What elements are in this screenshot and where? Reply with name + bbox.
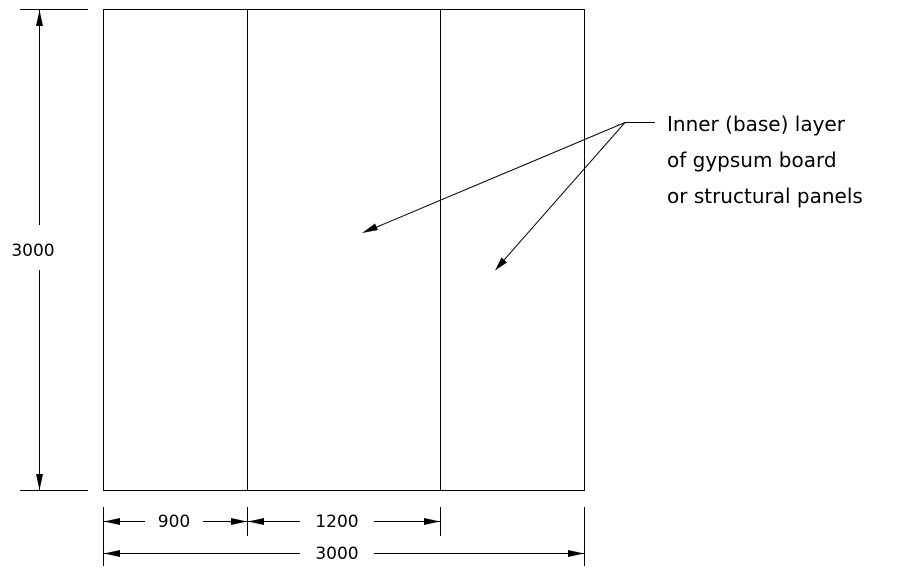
arrowhead-900-right [231,518,247,525]
leader-line-2 [496,122,626,269]
arrowhead-top [36,10,43,26]
leader-line-1 [364,122,626,233]
bottom-dimensions: 900 1200 3000 [103,507,585,566]
callout-line-2: of gypsum board [667,148,837,172]
arrowhead-bottom [36,474,43,490]
dimension-label-900: 900 [158,512,190,532]
arrowhead-900-left [104,518,120,525]
arrowhead-1200-left [248,518,264,525]
arrowhead-overall-right [568,550,584,557]
height-dimension: 3000 [11,9,88,491]
leader-arrowhead-1 [362,223,378,233]
wall-panel-outline [103,9,585,491]
arrowhead-overall-left [104,550,120,557]
callout-line-3: or structural panels [667,184,863,208]
wall-panel [103,9,585,491]
dimension-label-overall: 3000 [315,544,358,564]
height-dimension-label: 3000 [11,241,54,261]
dimension-label-1200: 1200 [315,512,358,532]
callout: Inner (base) layer of gypsum board or st… [362,112,863,271]
arrowhead-1200-right [424,518,440,525]
leader-arrowhead-2 [495,257,507,271]
callout-line-1: Inner (base) layer [667,112,846,136]
